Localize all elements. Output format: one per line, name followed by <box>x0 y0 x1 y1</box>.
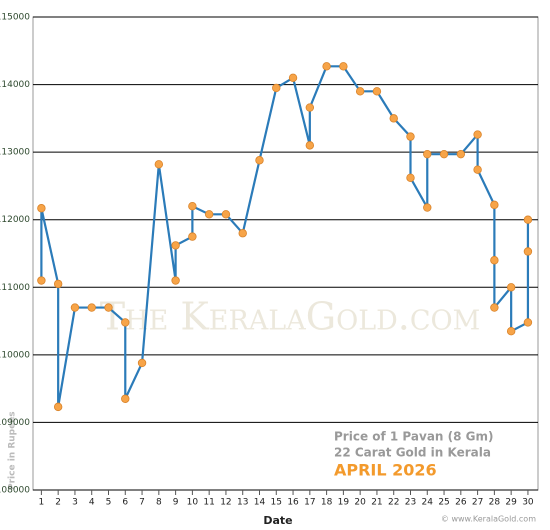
x-axis-label: Date <box>263 514 292 527</box>
price-marker <box>221 210 231 219</box>
plot-area <box>32 16 539 491</box>
x-tick-label: 4 <box>89 498 95 508</box>
x-tick-label: 24 <box>422 498 434 508</box>
price-marker <box>423 203 432 212</box>
price-marker <box>355 87 365 96</box>
x-tick-label: 30 <box>522 498 534 508</box>
price-marker <box>37 204 46 213</box>
y-tick-label: 114000 <box>0 80 30 90</box>
y-tick-label: 110000 <box>0 350 30 360</box>
price-marker <box>490 200 499 210</box>
price-marker <box>389 114 398 123</box>
x-tick-label: 23 <box>405 498 416 508</box>
price-line <box>40 65 530 408</box>
price-marker <box>305 141 315 150</box>
price-marker <box>473 165 482 174</box>
credit: © www.KeralaGold.com <box>441 515 536 524</box>
price-marker <box>171 276 180 285</box>
x-tick-label: 28 <box>489 498 501 508</box>
x-tick-label: 26 <box>455 498 467 508</box>
x-tick-label: 10 <box>187 498 199 508</box>
y-tick-label: 113000 <box>0 148 30 158</box>
price-marker <box>87 303 96 312</box>
x-tick-label: 6 <box>122 498 128 508</box>
price-marker <box>255 156 264 165</box>
annotation: Price of 1 Pavan (8 Gm) <box>334 430 494 444</box>
price-marker <box>473 130 482 139</box>
price-marker <box>204 210 214 219</box>
x-tick-label: 22 <box>388 498 399 508</box>
x-tick-label: 13 <box>237 498 248 508</box>
x-tick-label: 19 <box>338 498 350 508</box>
y-tick-label: 108000 <box>0 486 30 496</box>
x-tick-label: 16 <box>287 498 299 508</box>
x-tick-label: 18 <box>321 498 333 508</box>
x-tick-label: 7 <box>139 498 145 508</box>
price-marker <box>188 232 197 241</box>
price-marker <box>523 247 533 256</box>
x-tick-label: 1 <box>39 498 45 508</box>
price-marker <box>70 303 80 312</box>
x-tick-label: 25 <box>438 498 449 508</box>
annotation: 22 Carat Gold in Kerala <box>334 446 491 460</box>
price-marker <box>37 276 46 285</box>
x-tick-label: 17 <box>304 498 315 508</box>
price-marker <box>53 279 63 289</box>
y-axis-label: Price in Rupees <box>8 411 18 490</box>
y-tick-label: 112000 <box>0 215 30 225</box>
price-marker <box>372 87 382 96</box>
x-tick-label: 20 <box>354 498 366 508</box>
price-marker <box>423 149 432 159</box>
x-tick-label: 12 <box>220 498 231 508</box>
price-marker <box>272 83 281 93</box>
price-marker <box>339 62 348 71</box>
price-marker <box>104 303 113 312</box>
price-marker <box>490 303 499 312</box>
price-marker <box>322 62 331 71</box>
y-tick-label: 109000 <box>0 418 30 428</box>
y-tick-label: 115000 <box>0 13 30 23</box>
price-marker <box>188 201 197 211</box>
price-marker <box>154 160 164 169</box>
price-marker <box>137 358 147 368</box>
x-tick-label: 5 <box>106 498 112 508</box>
price-marker <box>439 149 449 159</box>
price-marker <box>490 256 499 265</box>
x-tick-label: 27 <box>472 498 483 508</box>
x-tick-label: 8 <box>156 498 162 508</box>
x-tick-label: 15 <box>271 498 282 508</box>
x-tick-label: 29 <box>505 498 517 508</box>
x-tick-label: 14 <box>254 498 266 508</box>
watermark: The KeralaGold.com <box>100 295 481 339</box>
price-marker <box>506 327 516 336</box>
price-marker <box>238 229 247 238</box>
price-marker <box>523 215 533 224</box>
price-marker <box>121 318 130 327</box>
x-tick-label: 21 <box>371 498 382 508</box>
price-marker <box>456 149 466 159</box>
price-marker <box>171 241 180 250</box>
price-marker <box>121 394 130 403</box>
x-tick-label: 3 <box>72 498 78 508</box>
annotation-title: APRIL 2026 <box>334 461 437 480</box>
price-marker <box>288 73 298 83</box>
price-marker <box>406 132 415 141</box>
price-marker <box>406 173 415 183</box>
x-tick-label: 11 <box>203 498 214 508</box>
price-marker <box>53 402 63 412</box>
price-marker <box>305 103 315 112</box>
price-marker <box>506 283 516 292</box>
x-tick-label: 9 <box>173 498 179 508</box>
y-tick-label: 111000 <box>0 283 30 293</box>
price-marker <box>523 318 533 327</box>
x-tick-label: 2 <box>55 498 61 508</box>
